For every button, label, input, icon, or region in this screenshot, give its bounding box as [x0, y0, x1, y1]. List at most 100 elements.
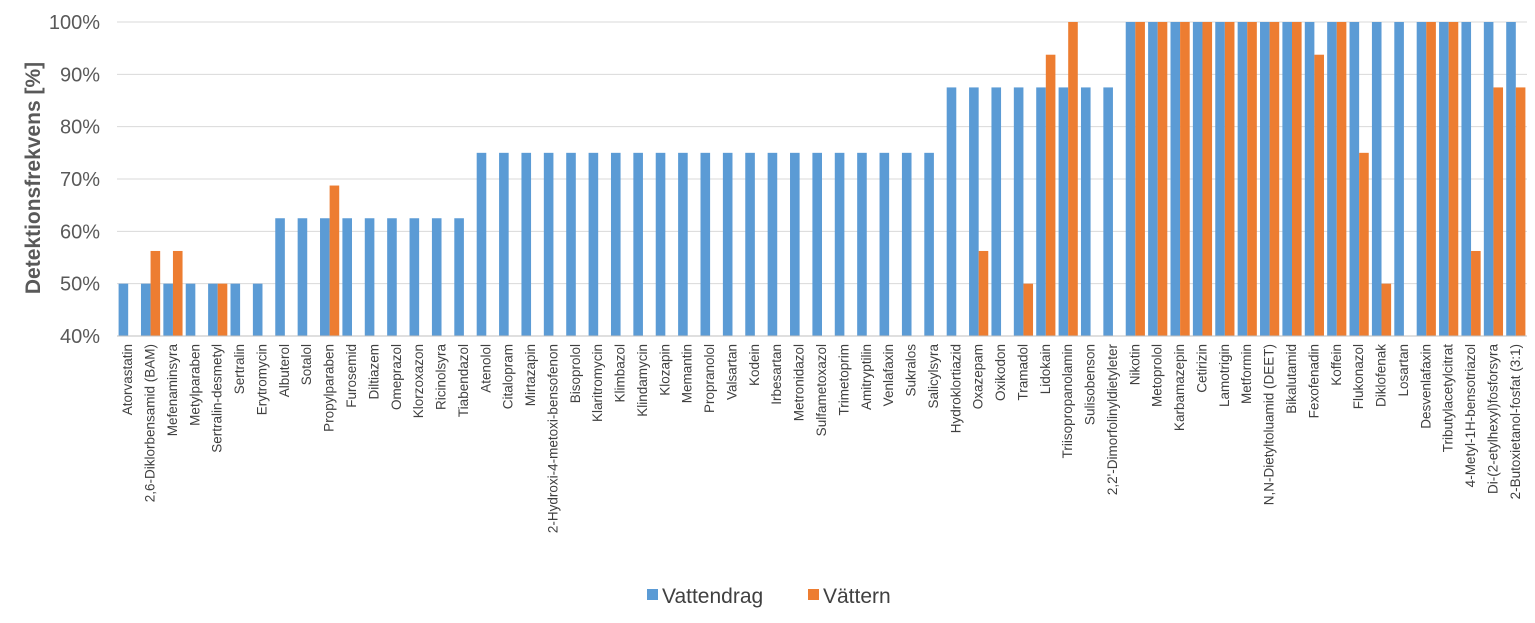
bar-vattendrag — [118, 283, 129, 336]
bars — [118, 22, 1526, 337]
bar-vattern — [1515, 87, 1526, 336]
x-category-label: Tramadol — [1015, 344, 1030, 401]
bar-vattern — [1292, 22, 1302, 336]
x-category-label: Losartan — [1396, 344, 1411, 397]
bar-vattendrag — [700, 152, 711, 336]
x-category-label: Irbesartan — [769, 344, 784, 405]
x-category-label: Atorvastatin — [120, 344, 135, 415]
bar-vattendrag — [1439, 22, 1449, 336]
x-category-label: 2,6-Diklorbensamid (BAM) — [143, 344, 158, 502]
x-category-label: Metformin — [1239, 344, 1254, 404]
bar-vattendrag — [1371, 22, 1382, 336]
y-tick-label: 50% — [60, 274, 100, 296]
x-category-label: 2,2'-Dimorfolinyldietyleter — [1105, 344, 1120, 496]
bar-vattendrag — [1058, 87, 1069, 336]
x-category-label: Karbamazepin — [1172, 344, 1187, 431]
bar-vattern — [1493, 87, 1504, 336]
x-category-label: Klaritromycin — [590, 344, 605, 422]
x-category-label: Metoprolol — [1150, 344, 1165, 407]
bar-vattendrag — [812, 152, 822, 336]
x-category-label: Amitryptilin — [859, 344, 874, 410]
bar-vattendrag — [678, 152, 688, 336]
x-category-label: Propylparaben — [322, 344, 337, 432]
bar-vattendrag — [342, 218, 352, 336]
bar-vattern — [1314, 54, 1324, 337]
bar-vattendrag — [1394, 22, 1404, 336]
bar-vattendrag — [969, 87, 979, 336]
x-category-label: Metronidazol — [792, 344, 807, 421]
bar-vattendrag — [1103, 87, 1113, 336]
bar-vattendrag — [1237, 22, 1248, 336]
x-category-label: Sertralin — [232, 344, 247, 394]
x-category-label: Atenolol — [478, 344, 493, 393]
x-category-label: Sulfametoxazol — [814, 344, 829, 436]
x-category-label: Oxikodon — [993, 344, 1008, 401]
bar-vattern — [1068, 22, 1078, 336]
x-category-label: Kodein — [747, 344, 762, 386]
x-category-label: Oxazepam — [971, 344, 986, 409]
bar-vattendrag — [834, 152, 845, 336]
y-axis-label: Detektionsfrekvens [%] — [22, 62, 45, 294]
x-category-label: Bikalutamid — [1284, 344, 1299, 414]
bar-vattern — [1247, 22, 1257, 336]
bar-vattendrag — [454, 218, 464, 336]
x-category-label: Metylparaben — [187, 344, 202, 426]
x-category-label: Di-(2-etylhexyl)fosforsyra — [1485, 344, 1500, 495]
x-category-label: Albuterol — [277, 344, 292, 397]
bar-vattern — [978, 250, 989, 336]
x-category-label: Omeprazol — [389, 344, 404, 410]
bar-vattendrag — [1282, 22, 1292, 336]
bar-vattendrag — [1483, 22, 1494, 336]
bar-vattern — [1448, 22, 1459, 336]
bar-vattendrag — [1013, 87, 1024, 336]
x-category-label: Valsartan — [724, 344, 739, 400]
bar-vattern — [1023, 283, 1034, 336]
bar-vattendrag — [163, 283, 173, 336]
bar-vattern — [217, 283, 228, 336]
bar-vattendrag — [1327, 22, 1337, 336]
x-category-label: 2-Butoxietanol-fosfat (3:1) — [1508, 344, 1523, 499]
x-category-label: Ricinolsyra — [434, 344, 449, 411]
x-category-label: Furosemid — [344, 344, 359, 408]
x-category-label: Triisopropanolamin — [1060, 344, 1075, 458]
bar-vattendrag — [1215, 22, 1225, 336]
x-category-label: Venlafaxin — [881, 344, 896, 406]
y-tick-label: 70% — [60, 169, 100, 191]
bar-vattendrag — [140, 283, 151, 336]
x-category-label: 2-Hydroxi-4-metoxi-bensofenon — [545, 344, 560, 533]
bar-vattern — [1224, 22, 1235, 336]
bar-vattendrag — [320, 218, 330, 336]
bar-vattendrag — [431, 218, 442, 336]
bar-vattendrag — [521, 152, 532, 336]
bar-vattendrag — [745, 152, 755, 336]
x-category-label: Flukonazol — [1351, 344, 1366, 409]
bar-vattendrag — [1304, 22, 1315, 336]
bar-vattendrag — [543, 152, 554, 336]
bar-vattendrag — [879, 152, 890, 336]
bar-vattern — [1180, 22, 1190, 336]
bar-vattendrag — [208, 283, 218, 336]
bar-vattendrag — [230, 283, 241, 336]
y-tick-label: 60% — [60, 221, 100, 243]
bar-vattendrag — [1080, 87, 1091, 336]
x-category-label: Klozapin — [657, 344, 672, 396]
x-axis-category-labels: Atorvastatin 2,6-Diklorbensamid (BAM) Mefe… — [120, 344, 1523, 534]
y-axis-ticks: 40% 50% 60% 70% 80% 90% 100% — [49, 12, 100, 348]
bar-vattendrag — [1506, 22, 1516, 336]
bar-vattendrag — [722, 152, 733, 336]
bar-vattendrag — [991, 87, 1002, 336]
bar-vattendrag — [566, 152, 576, 336]
bar-vattendrag — [655, 152, 666, 336]
bar-vattern — [150, 250, 161, 336]
legend-label-vattern: Vättern — [823, 585, 891, 608]
x-category-label: Tiabendazol — [456, 344, 471, 417]
x-category-label: Lamotrigin — [1217, 344, 1232, 407]
bar-vattendrag — [499, 152, 509, 336]
bar-vattern — [1426, 22, 1436, 336]
x-category-label: Sulisobenson — [1083, 344, 1098, 425]
legend-label-vattendrag: Vattendrag — [662, 585, 763, 608]
bar-vattendrag — [1349, 22, 1360, 336]
bar-vattendrag — [588, 152, 599, 336]
x-category-label: Hydroklortiazid — [948, 344, 963, 433]
